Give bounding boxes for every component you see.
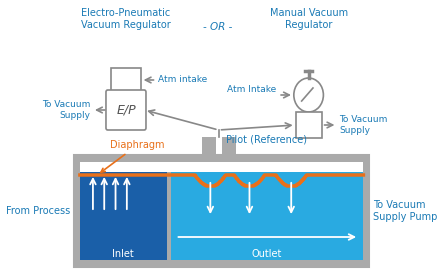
FancyBboxPatch shape [106, 90, 146, 130]
Text: Inlet: Inlet [113, 249, 134, 259]
Bar [111, 68, 141, 92]
Text: Manual Vacuum
Regulator: Manual Vacuum Regulator [270, 8, 348, 30]
Text: Diaphragm: Diaphragm [101, 140, 165, 172]
Text: To Vacuum
Supply: To Vacuum Supply [339, 115, 388, 135]
Text: To Vacuum
Supply Pump: To Vacuum Supply Pump [373, 200, 437, 222]
Text: Atm intake: Atm intake [158, 76, 207, 85]
Text: E/P: E/P [116, 104, 136, 116]
Bar [80, 162, 363, 172]
Bar [80, 162, 167, 260]
Text: To Vacuum
Supply: To Vacuum Supply [42, 100, 90, 120]
Text: Electro-Pneumatic
Vacuum Regulator: Electro-Pneumatic Vacuum Regulator [81, 8, 171, 30]
Text: Outlet: Outlet [252, 249, 282, 259]
Bar [80, 172, 167, 177]
Text: - OR -: - OR - [202, 22, 232, 32]
Text: Atm Intake: Atm Intake [227, 85, 276, 94]
Bar [171, 162, 363, 260]
Bar [171, 172, 363, 177]
Bar [202, 137, 216, 155]
Bar [222, 137, 235, 155]
Bar [74, 155, 370, 267]
Bar [167, 162, 171, 260]
Text: From Process: From Process [6, 206, 70, 216]
Bar [296, 112, 322, 138]
Text: Pilot (Reference): Pilot (Reference) [226, 135, 307, 145]
